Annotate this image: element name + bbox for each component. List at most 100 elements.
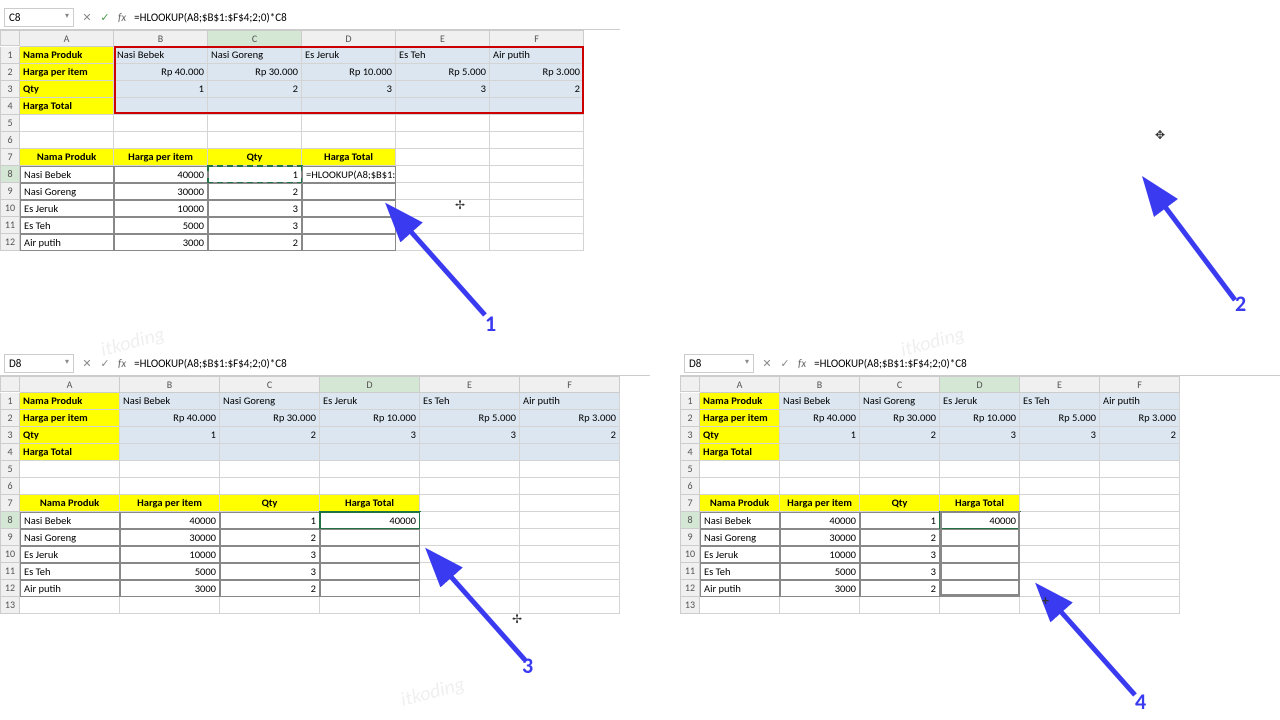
enter-icon[interactable]: ✓ (96, 357, 114, 370)
row-header[interactable]: 11 (0, 563, 20, 580)
cell[interactable] (700, 597, 780, 614)
cell[interactable] (780, 478, 860, 495)
cell[interactable]: Rp 3.000 (520, 410, 620, 427)
cell[interactable] (320, 546, 420, 563)
cell[interactable]: 1 (114, 81, 208, 98)
cell[interactable]: Harga Total (20, 444, 120, 461)
cell[interactable] (1100, 495, 1180, 512)
cell[interactable]: Harga Total (302, 149, 396, 166)
cell[interactable] (1100, 478, 1180, 495)
cell[interactable] (520, 563, 620, 580)
row-header[interactable]: 9 (680, 529, 700, 546)
cell[interactable] (860, 597, 940, 614)
row-header[interactable]: 4 (680, 444, 700, 461)
row-header[interactable]: 6 (0, 478, 20, 495)
cell[interactable] (20, 597, 120, 614)
row-header[interactable]: 1 (0, 47, 20, 64)
cell[interactable]: =HLOOKUP(A8;$B$1:$F$4;2;0)*C8 (302, 166, 396, 183)
cell[interactable]: Harga per item (120, 495, 220, 512)
row-header[interactable]: 12 (0, 580, 20, 597)
cell[interactable] (940, 461, 1020, 478)
cell[interactable]: 2 (490, 81, 584, 98)
cell[interactable]: 3 (1020, 427, 1100, 444)
cell[interactable] (1020, 563, 1100, 580)
cell[interactable] (396, 132, 490, 149)
cell[interactable] (420, 580, 520, 597)
cell[interactable]: Air putih (490, 47, 584, 64)
cell[interactable] (520, 529, 620, 546)
col-header[interactable]: C (220, 376, 320, 393)
cell[interactable] (208, 115, 302, 132)
cell[interactable] (396, 98, 490, 115)
cell[interactable]: 10000 (780, 546, 860, 563)
row-header[interactable]: 1 (0, 393, 20, 410)
cell[interactable] (490, 183, 584, 200)
cell[interactable] (940, 580, 1020, 597)
cell[interactable]: Rp 40.000 (120, 410, 220, 427)
col-header[interactable]: E (420, 376, 520, 393)
cell[interactable] (940, 546, 1020, 563)
cell[interactable] (490, 149, 584, 166)
formula-input[interactable]: =HLOOKUP(A8;$B$1:$F$4;2;0)*C8 (810, 355, 1280, 372)
cell[interactable]: Nasi Bebek (780, 393, 860, 410)
cell[interactable] (940, 478, 1020, 495)
cell[interactable] (302, 98, 396, 115)
cell[interactable]: Rp 40.000 (780, 410, 860, 427)
cell[interactable]: 3 (302, 81, 396, 98)
col-header[interactable]: D (302, 30, 396, 47)
grid-3[interactable]: ABCDEF1Nama ProdukNasi BebekNasi GorengE… (0, 376, 650, 614)
cell[interactable] (302, 183, 396, 200)
cancel-icon[interactable]: ✕ (78, 357, 96, 370)
cell[interactable]: 10000 (120, 546, 220, 563)
cell[interactable]: Es Teh (20, 563, 120, 580)
cell[interactable] (420, 529, 520, 546)
cell[interactable] (114, 98, 208, 115)
cell[interactable]: Rp 40.000 (114, 64, 208, 81)
cell[interactable]: 1 (120, 427, 220, 444)
cell[interactable]: Qty (20, 427, 120, 444)
cell[interactable]: Nasi Bebek (20, 512, 120, 529)
cell[interactable]: 5000 (780, 563, 860, 580)
row-header[interactable]: 4 (0, 98, 20, 115)
cell[interactable]: 3 (320, 427, 420, 444)
row-header[interactable]: 3 (680, 427, 700, 444)
row-header[interactable]: 7 (0, 149, 20, 166)
cell[interactable] (396, 234, 490, 251)
cell[interactable] (1020, 546, 1100, 563)
cell[interactable]: 2 (208, 81, 302, 98)
cell[interactable] (20, 461, 120, 478)
cell[interactable]: 3000 (120, 580, 220, 597)
cell[interactable]: 3 (420, 427, 520, 444)
cell[interactable] (20, 132, 114, 149)
formula-input[interactable]: =HLOOKUP(A8;$B$1:$F$4;2;0)*C8 (130, 355, 650, 372)
cell[interactable] (420, 563, 520, 580)
cell[interactable] (114, 132, 208, 149)
cell[interactable]: Air putih (1100, 393, 1180, 410)
col-header[interactable]: F (1100, 376, 1180, 393)
cell[interactable] (1100, 529, 1180, 546)
cell[interactable]: 2 (208, 183, 302, 200)
cell[interactable] (20, 478, 120, 495)
cell[interactable] (120, 478, 220, 495)
cell[interactable] (1100, 512, 1180, 529)
cell[interactable] (520, 444, 620, 461)
cell[interactable]: 2 (208, 234, 302, 251)
cell[interactable]: 3 (940, 427, 1020, 444)
col-header[interactable]: E (1020, 376, 1100, 393)
row-header[interactable]: 1 (680, 393, 700, 410)
row-header[interactable]: 2 (0, 410, 20, 427)
cell[interactable] (302, 234, 396, 251)
fx-icon[interactable]: fx (118, 11, 126, 24)
cell[interactable]: Nasi Goreng (860, 393, 940, 410)
cell[interactable] (1020, 529, 1100, 546)
cell[interactable]: 1 (780, 427, 860, 444)
cell[interactable] (320, 597, 420, 614)
cell[interactable]: Rp 5.000 (1020, 410, 1100, 427)
cancel-icon[interactable]: ✕ (758, 357, 776, 370)
cell[interactable]: 1 (860, 512, 940, 529)
cell[interactable]: Es Jeruk (700, 546, 780, 563)
row-header[interactable]: 13 (680, 597, 700, 614)
cell[interactable] (780, 597, 860, 614)
name-box[interactable]: C8▾ (4, 8, 74, 27)
cell[interactable]: Rp 5.000 (420, 410, 520, 427)
